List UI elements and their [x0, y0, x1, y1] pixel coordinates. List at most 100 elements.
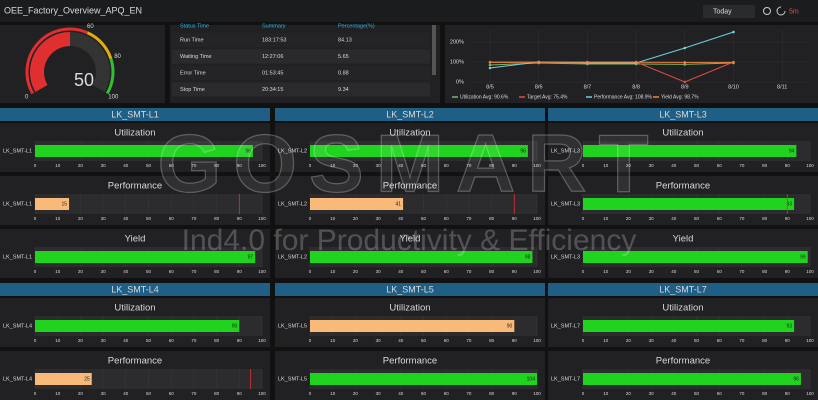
table-row: [172, 49, 430, 64]
table-cell: 183:17:53: [262, 37, 286, 43]
x-tick-label: 60: [169, 338, 175, 343]
x-tick-label: 70: [739, 391, 745, 396]
x-tick-label: 90: [237, 216, 243, 221]
x-tick-label: 0: [582, 269, 585, 274]
section-title: LK_SMT-L2: [386, 109, 434, 119]
x-tick-label: 90: [237, 338, 243, 343]
x-tick-label: 50: [421, 338, 427, 343]
search-icon[interactable]: [763, 7, 771, 15]
bar: [583, 145, 797, 157]
x-tick-label: 80: [762, 163, 768, 168]
bar: [583, 373, 801, 385]
x-tick-label: 50: [421, 163, 427, 168]
x-tick-label: 0: [582, 163, 585, 168]
x-tick-label: 80: [489, 163, 495, 168]
x-tick-label: 70: [191, 216, 197, 221]
bar-value: 90: [507, 323, 513, 329]
x-tick-label: 20: [353, 216, 359, 221]
x-tick-label: 50: [146, 338, 152, 343]
x-tick-label: 100: [533, 338, 541, 343]
bar-value: 99: [800, 254, 806, 260]
x-tick-label: 60: [717, 163, 723, 168]
legend-label: Utilization Avg: 90.6%: [460, 94, 509, 100]
x-tick-label: 100: [533, 269, 541, 274]
x-tick-label: 30: [101, 269, 107, 274]
x-tick-label: 100: [533, 216, 541, 221]
x-tick-label: 20: [78, 269, 84, 274]
x-tick-label: 30: [101, 391, 107, 396]
section-header: [0, 283, 270, 296]
table-header: Summary: [262, 23, 286, 29]
x-tick-label: 90: [512, 269, 518, 274]
section-header: [548, 108, 818, 121]
x-tick-label: 0: [309, 269, 312, 274]
bar-value: 94: [789, 148, 795, 154]
x-tick-label: 10: [55, 269, 61, 274]
panel-title: Yield: [400, 234, 421, 245]
bar-value: 96: [245, 148, 251, 154]
x-tick-label: 8/9: [681, 84, 689, 90]
x-tick-label: 8/10: [728, 84, 739, 90]
x-tick-label: 70: [739, 216, 745, 221]
x-tick-label: 40: [123, 163, 129, 168]
x-tick-label: 70: [739, 163, 745, 168]
gauge-tick-label: 80: [114, 54, 121, 60]
x-tick-label: 30: [376, 216, 382, 221]
panel-title: Yield: [673, 234, 694, 245]
table-cell: 9.34: [338, 87, 349, 93]
section-title: LK_SMT-L5: [386, 284, 434, 294]
table-row: [172, 33, 430, 47]
x-tick-label: 30: [376, 269, 382, 274]
x-tick-label: 10: [330, 269, 336, 274]
x-tick-label: 90: [785, 391, 791, 396]
x-tick-label: 20: [78, 163, 84, 168]
x-tick-label: 8/5: [486, 84, 494, 90]
refresh-interval[interactable]: 5m: [789, 8, 799, 15]
x-tick-label: 10: [55, 338, 61, 343]
panel-title: Utilization: [114, 128, 155, 139]
time-picker[interactable]: [703, 5, 755, 18]
x-tick-label: 40: [671, 163, 677, 168]
x-tick-label: 0: [309, 391, 312, 396]
table-cell: 5.65: [338, 54, 349, 60]
x-tick-label: 60: [169, 163, 175, 168]
x-tick-label: 100: [806, 391, 814, 396]
x-tick-label: 50: [146, 269, 152, 274]
bar-value: 96: [793, 376, 799, 382]
x-tick-label: 20: [78, 216, 84, 221]
panel-title: Performance: [656, 356, 710, 367]
x-tick-label: 60: [444, 338, 450, 343]
x-tick-label: 50: [694, 163, 700, 168]
x-tick-label: 80: [214, 338, 220, 343]
x-tick-label: 40: [671, 391, 677, 396]
x-tick-label: 20: [353, 391, 359, 396]
x-tick-label: 30: [649, 216, 655, 221]
table-row: [172, 66, 430, 80]
series-point: [683, 61, 687, 64]
dashboard-title[interactable]: OEE_Factory_Overview_APQ_EN: [4, 5, 142, 15]
x-tick-label: 20: [78, 391, 84, 396]
x-tick-label: 30: [649, 163, 655, 168]
x-tick-label: 50: [694, 216, 700, 221]
x-tick-label: 70: [191, 163, 197, 168]
time-range[interactable]: Today: [713, 8, 732, 15]
x-tick-label: 70: [466, 163, 472, 168]
x-tick-label: 60: [444, 216, 450, 221]
x-tick-label: 90: [512, 391, 518, 396]
table-row: [172, 82, 430, 97]
section-title: LK_SMT-L1: [111, 109, 159, 119]
x-tick-label: 100: [258, 338, 266, 343]
refresh-icon[interactable]: [776, 6, 786, 16]
x-tick-label: 100: [806, 269, 814, 274]
bar: [310, 373, 537, 385]
x-tick-label: 70: [191, 269, 197, 274]
series-point: [732, 61, 735, 64]
x-tick-label: 20: [626, 269, 632, 274]
x-tick-label: 20: [626, 338, 632, 343]
x-tick-label: 40: [671, 338, 677, 343]
x-tick-label: 0: [34, 269, 37, 274]
x-tick-label: 40: [123, 391, 129, 396]
gauge-value: 50: [74, 70, 94, 90]
bar-label: LK_SMT-L2: [278, 201, 307, 207]
x-tick-label: 0: [582, 391, 585, 396]
